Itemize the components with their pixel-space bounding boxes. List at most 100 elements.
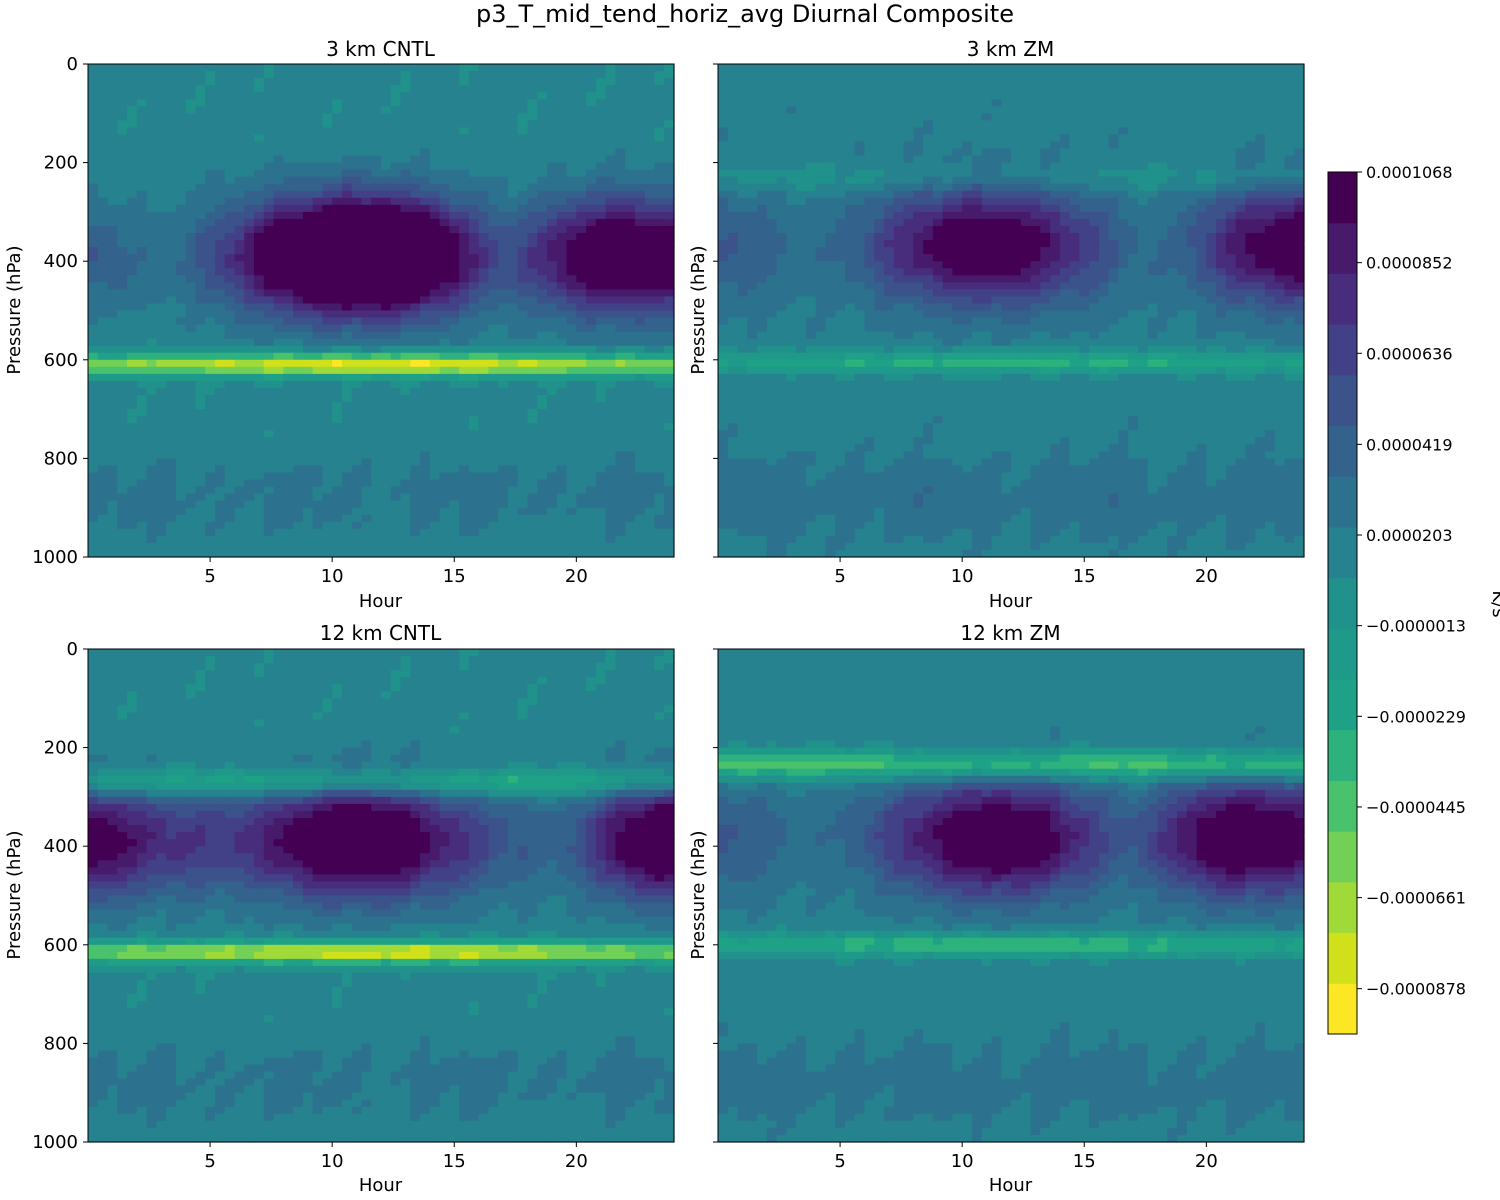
- heatmap-cell: [97, 92, 109, 100]
- heatmap-cell: [166, 472, 177, 481]
- heatmap-cell: [942, 78, 953, 86]
- heatmap-cell: [566, 528, 577, 537]
- heatmap-cell: [234, 366, 245, 375]
- heatmap-cell: [507, 211, 519, 220]
- heatmap-cell: [136, 296, 148, 305]
- heatmap-cell: [156, 247, 167, 255]
- heatmap-cell: [332, 437, 343, 445]
- heatmap-cell: [517, 402, 529, 410]
- heatmap-cell: [390, 120, 402, 128]
- heatmap-cell: [361, 451, 372, 459]
- heatmap-cell: [185, 366, 197, 375]
- heatmap-cell: [747, 148, 758, 157]
- heatmap-cell: [498, 430, 509, 438]
- heatmap-cell: [244, 106, 255, 114]
- heatmap-cell: [136, 254, 148, 262]
- heatmap-cell: [136, 444, 148, 452]
- heatmap-cell: [586, 78, 597, 86]
- heatmap-cell: [205, 127, 216, 136]
- heatmap-cell: [390, 247, 402, 255]
- heatmap-cell: [1206, 99, 1217, 107]
- heatmap-cell: [981, 120, 993, 128]
- heatmap-cell: [634, 148, 646, 157]
- heatmap-cell: [566, 296, 577, 305]
- heatmap-cell: [136, 155, 148, 164]
- heatmap-cell: [595, 183, 607, 192]
- heatmap-cell: [537, 507, 548, 516]
- heatmap-cell: [459, 493, 470, 502]
- heatmap-cell: [507, 366, 519, 375]
- heatmap-cell: [117, 366, 128, 375]
- heatmap-cell: [254, 416, 265, 424]
- heatmap-cell: [420, 169, 431, 178]
- heatmap-cell: [517, 416, 529, 424]
- heatmap-cell: [97, 528, 109, 537]
- heatmap-cell: [136, 197, 148, 206]
- heatmap-cell: [664, 507, 675, 516]
- heatmap-cell: [127, 338, 138, 347]
- heatmap-cell: [429, 402, 441, 410]
- heatmap-cell: [371, 430, 382, 438]
- heatmap-cell: [478, 528, 490, 537]
- heatmap-cell: [766, 127, 778, 136]
- heatmap-cell: [341, 240, 353, 248]
- heatmap-cell: [254, 268, 265, 276]
- heatmap-cell: [146, 176, 157, 185]
- heatmap-cell: [527, 275, 538, 283]
- heatmap-cell: [449, 261, 460, 269]
- heatmap-cell: [254, 169, 265, 178]
- heatmap-cell: [136, 113, 148, 121]
- heatmap-cell: [844, 120, 856, 128]
- heatmap-cell: [488, 204, 499, 213]
- heatmap-cell: [1264, 78, 1276, 86]
- heatmap-cell: [815, 148, 827, 157]
- heatmap-cell: [224, 78, 236, 86]
- heatmap-cell: [234, 338, 245, 347]
- heatmap-cell: [576, 162, 587, 171]
- heatmap-cell: [547, 148, 558, 157]
- heatmap-cell: [214, 493, 226, 502]
- heatmap-cell: [498, 387, 509, 396]
- heatmap-cell: [747, 141, 758, 150]
- heatmap-cell: [146, 324, 157, 333]
- heatmap-cell: [615, 78, 626, 86]
- heatmap-cell: [244, 240, 255, 248]
- heatmap-cell: [185, 204, 197, 213]
- heatmap-cell: [97, 451, 109, 459]
- heatmap-cell: [361, 99, 372, 107]
- heatmap-cell: [1050, 134, 1061, 143]
- heatmap-cell: [351, 507, 363, 516]
- heatmap-cell: [175, 366, 187, 375]
- heatmap-cell: [488, 366, 499, 375]
- heatmap-cell: [224, 317, 236, 326]
- heatmap-cell: [468, 479, 480, 488]
- heatmap-cell: [117, 493, 128, 502]
- heatmap-cell: [400, 296, 411, 305]
- heatmap-cell: [185, 395, 197, 403]
- heatmap-cell: [625, 345, 636, 354]
- heatmap-cell: [224, 549, 236, 558]
- heatmap-cell: [634, 310, 646, 319]
- heatmap-cell: [1030, 113, 1041, 121]
- heatmap-cell: [1255, 120, 1266, 128]
- heatmap-cell: [195, 261, 206, 269]
- heatmap-cell: [805, 134, 817, 143]
- heatmap-cell: [644, 317, 656, 326]
- heatmap-cell: [1206, 127, 1217, 136]
- heatmap-cell: [273, 92, 284, 100]
- heatmap-cell: [556, 71, 568, 79]
- heatmap-cell: [913, 64, 924, 72]
- heatmap-cell: [991, 85, 1002, 93]
- heatmap-cell: [1059, 99, 1071, 107]
- heatmap-cell: [566, 176, 577, 185]
- heatmap-cell: [420, 472, 431, 481]
- heatmap-cell: [185, 437, 197, 445]
- heatmap-cell: [459, 120, 470, 128]
- heatmap-cell: [205, 176, 216, 185]
- heatmap-cell: [293, 99, 304, 107]
- heatmap-cell: [468, 85, 480, 93]
- heatmap-cell: [478, 183, 490, 192]
- heatmap-cell: [322, 247, 333, 255]
- heatmap-cell: [88, 85, 99, 93]
- heatmap-cell: [595, 458, 607, 467]
